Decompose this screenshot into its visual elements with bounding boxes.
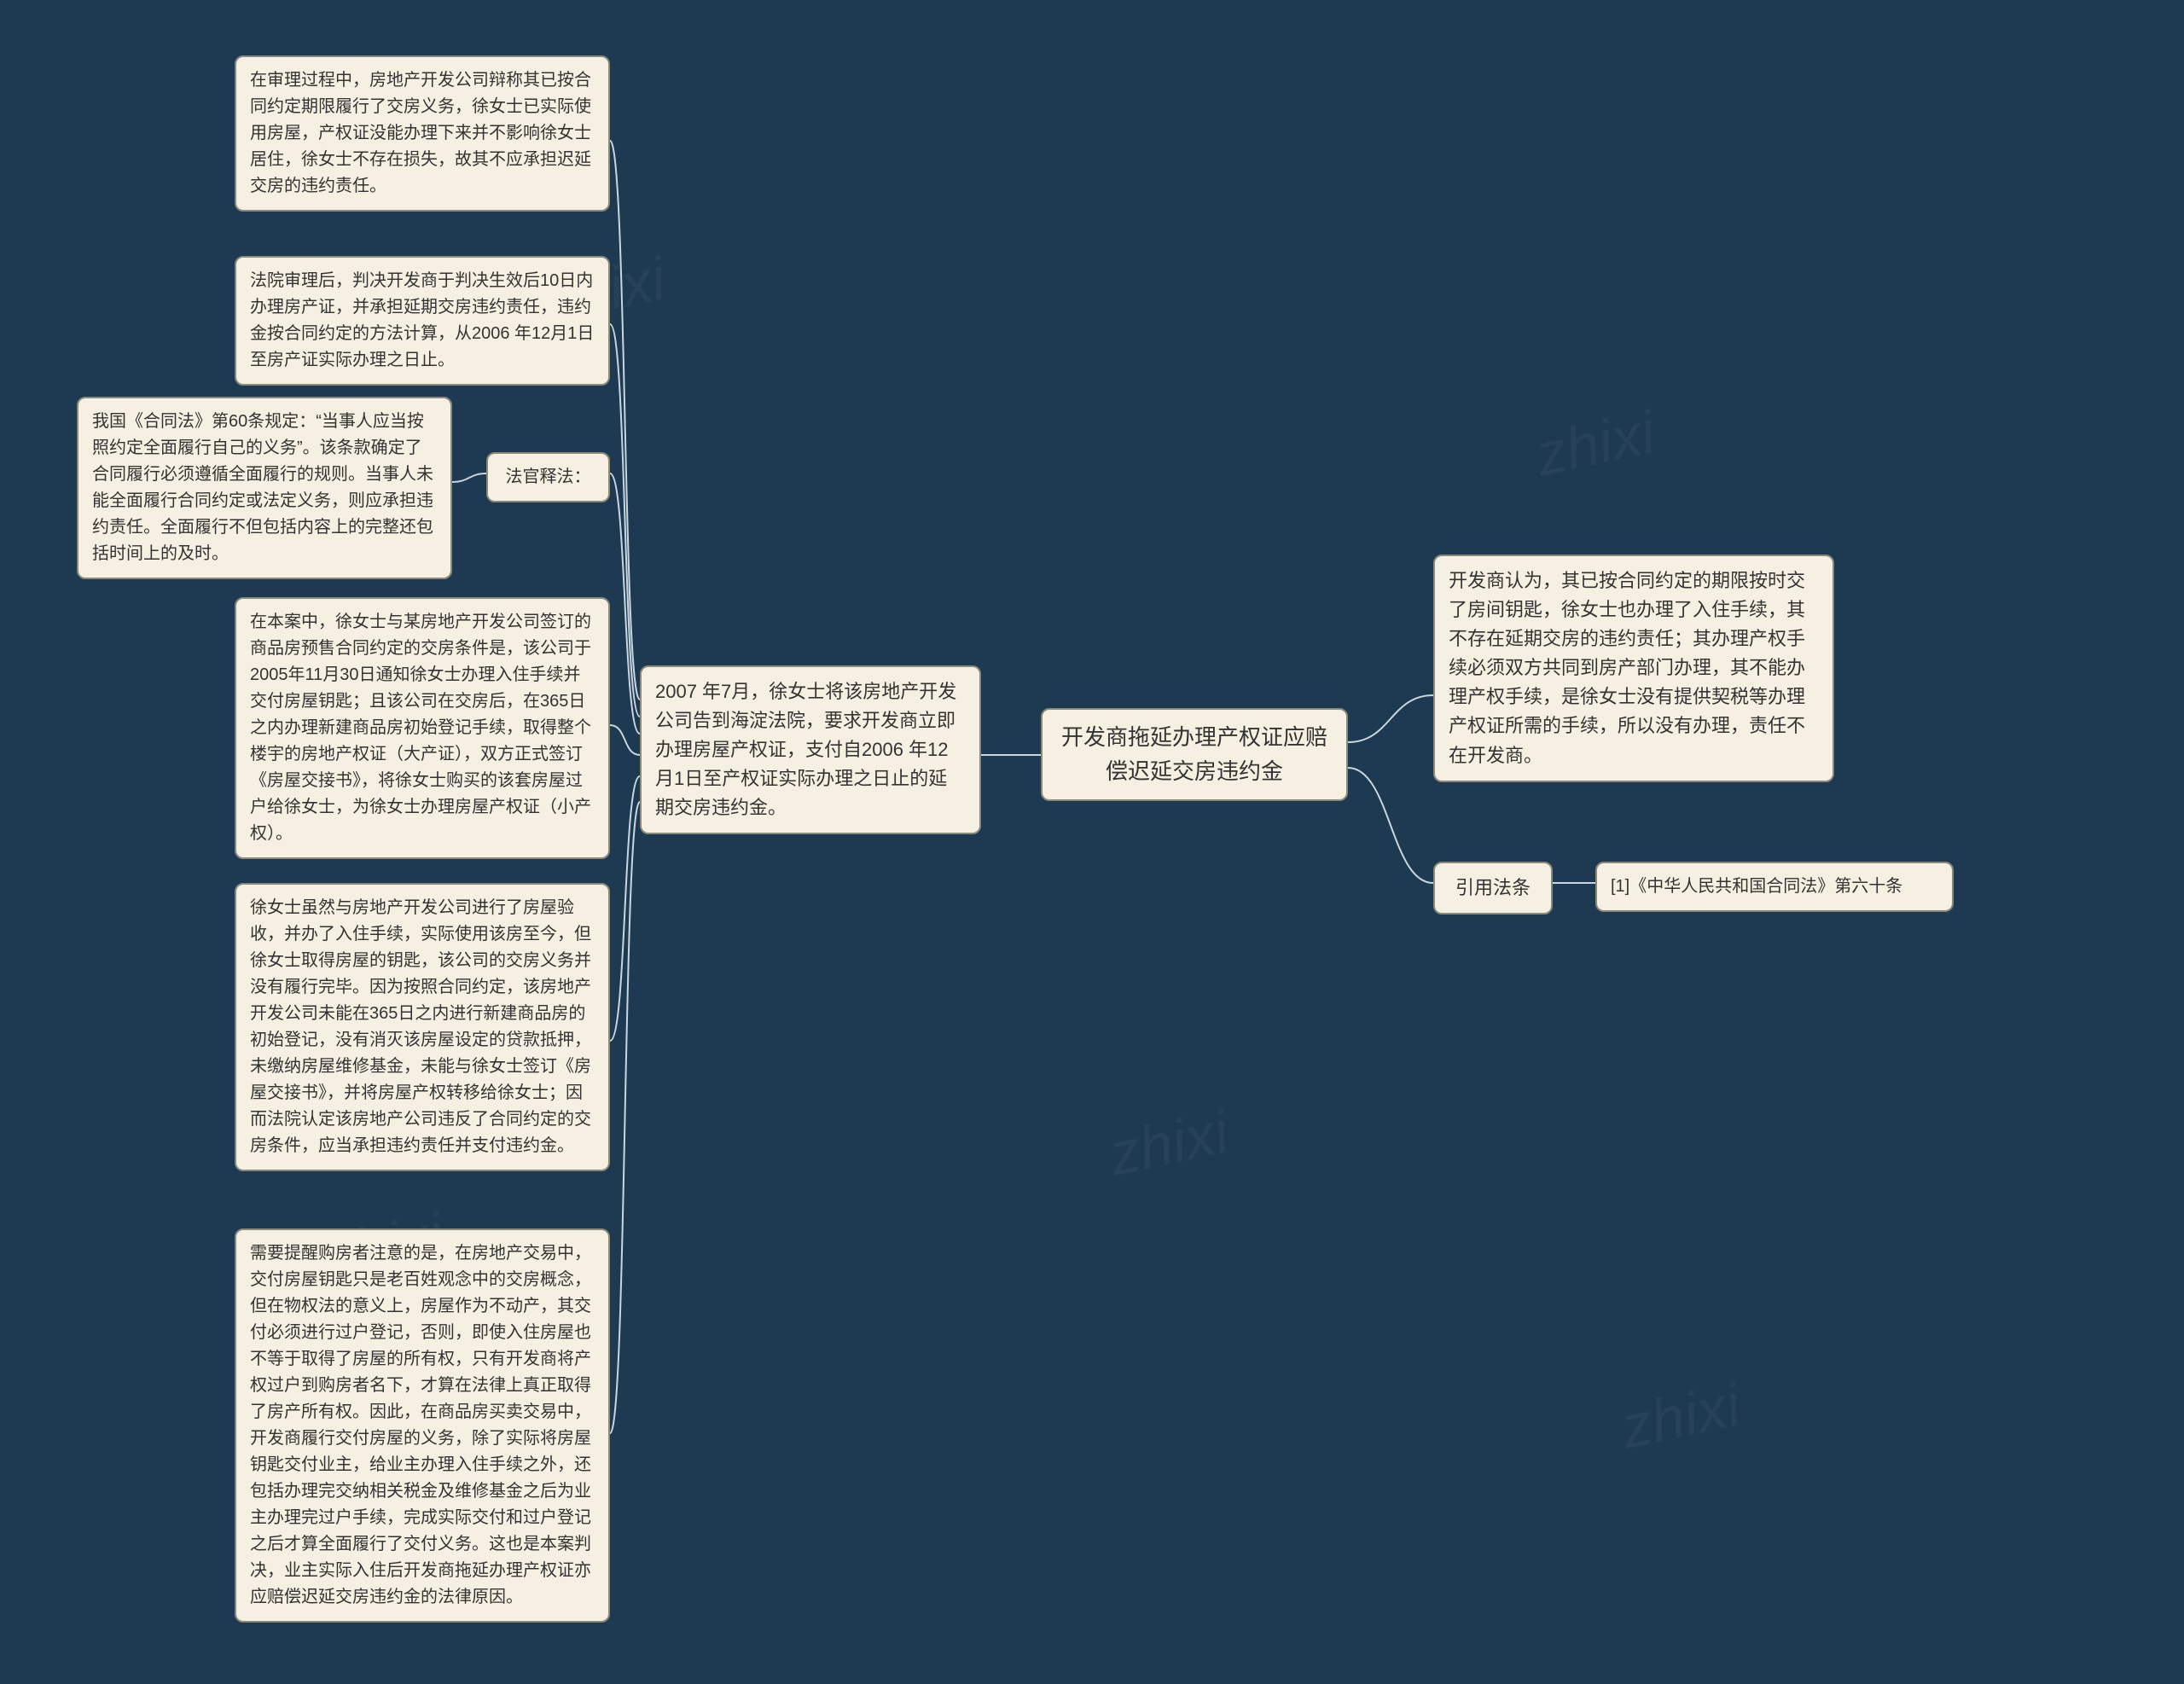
node-text: 在本案中，徐女士与某房地产开发公司签订的商品房预售合同约定的交房条件是，该公司于… bbox=[250, 613, 591, 843]
node-left-4[interactable]: 在本案中，徐女士与某房地产开发公司签订的商品房预售合同约定的交房条件是，该公司于… bbox=[235, 597, 610, 859]
node-text: 2007 年7月，徐女士将该房地产开发公司告到海淀法院，要求开发商立即办理房屋产… bbox=[655, 681, 956, 818]
node-text: 法官释法： bbox=[506, 467, 591, 486]
node-text: 需要提醒购房者注意的是，在房地产交易中，交付房屋钥匙只是老百姓观念中的交房概念，… bbox=[250, 1244, 591, 1606]
node-right-2a[interactable]: [1]《中华人民共和国合同法》第六十条 bbox=[1595, 862, 1954, 912]
node-left-6[interactable]: 需要提醒购房者注意的是，在房地产交易中，交付房屋钥匙只是老百姓观念中的交房概念，… bbox=[235, 1228, 610, 1623]
root-node[interactable]: 开发商拖延办理产权证应赔偿迟延交房违约金 bbox=[1041, 708, 1348, 801]
node-text: 徐女士虽然与房地产开发公司进行了房屋验收，并办了入住手续，实际使用该房至今，但徐… bbox=[250, 898, 591, 1155]
node-text: 引用法条 bbox=[1455, 877, 1531, 898]
node-text: 在审理过程中，房地产开发公司辩称其已按合同约定期限履行了交房义务，徐女士已实际使… bbox=[250, 71, 591, 195]
watermark: zhixi bbox=[1615, 1370, 1746, 1461]
node-left-1[interactable]: 在审理过程中，房地产开发公司辩称其已按合同约定期限履行了交房义务，徐女士已实际使… bbox=[235, 55, 610, 212]
node-left-2[interactable]: 法院审理后，判决开发商于判决生效后10日内办理房产证，并承担延期交房违约责任，违… bbox=[235, 256, 610, 386]
node-text: 法院审理后，判决开发商于判决生效后10日内办理房产证，并承担延期交房违约责任，违… bbox=[250, 271, 594, 369]
node-text: 开发商认为，其已按合同约定的期限按时交了房间钥匙，徐女士也办理了入住手续，其不存… bbox=[1449, 570, 1805, 766]
node-right-2[interactable]: 引用法条 bbox=[1433, 862, 1553, 915]
root-text: 开发商拖延办理产权证应赔偿迟延交房违约金 bbox=[1061, 724, 1327, 784]
node-text: [1]《中华人民共和国合同法》第六十条 bbox=[1611, 877, 1902, 896]
node-text: 我国《合同法》第60条规定：“当事人应当按照约定全面履行自己的义务”。该条款确定… bbox=[92, 412, 433, 563]
node-left-hub[interactable]: 2007 年7月，徐女士将该房地产开发公司告到海淀法院，要求开发商立即办理房屋产… bbox=[640, 665, 981, 834]
node-right-1[interactable]: 开发商认为，其已按合同约定的期限按时交了房间钥匙，徐女士也办理了入住手续，其不存… bbox=[1433, 555, 1834, 782]
node-left-3[interactable]: 法官释法： bbox=[486, 452, 610, 502]
node-left-3a[interactable]: 我国《合同法》第60条规定：“当事人应当按照约定全面履行自己的义务”。该条款确定… bbox=[77, 397, 452, 579]
watermark: zhixi bbox=[1530, 398, 1661, 489]
node-left-5[interactable]: 徐女士虽然与房地产开发公司进行了房屋验收，并办了入住手续，实际使用该房至今，但徐… bbox=[235, 883, 610, 1171]
watermark: zhixi bbox=[1103, 1097, 1234, 1188]
